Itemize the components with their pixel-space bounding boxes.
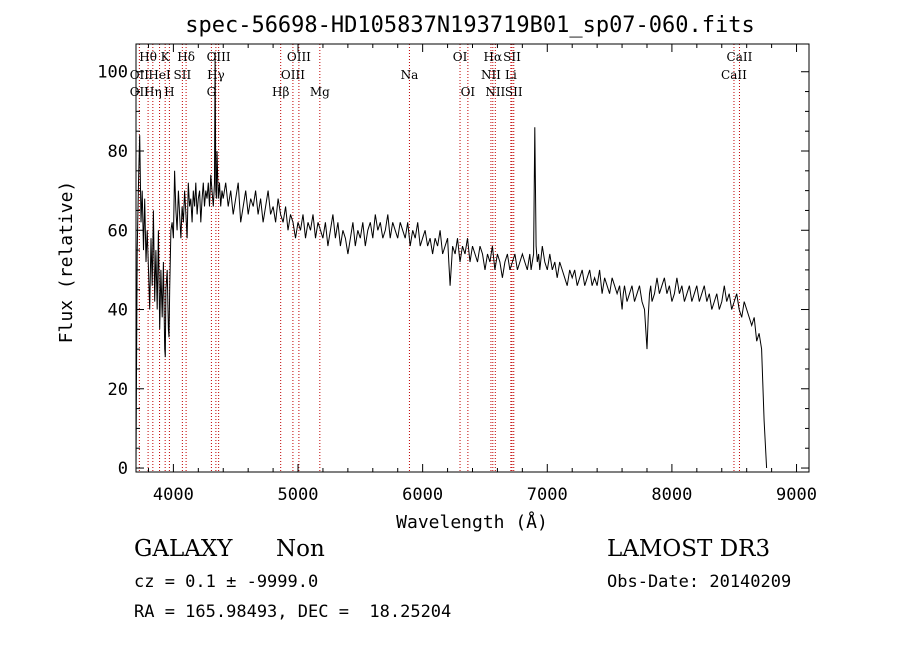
marker-label: HeI xyxy=(148,68,171,82)
x-tick-label: 5000 xyxy=(278,485,319,505)
marker-label: Hα xyxy=(484,50,503,64)
marker-label: Hγ xyxy=(207,68,225,82)
x-tick-label: 7000 xyxy=(527,485,568,505)
marker-label: Mg xyxy=(310,85,330,99)
emission-line-markers xyxy=(138,44,740,472)
marker-label: K xyxy=(161,50,171,64)
object-subclass: Non xyxy=(276,536,325,562)
y-axis-ticks: 0 20 40 60 80 100 xyxy=(97,63,809,479)
y-tick-label: 0 xyxy=(118,459,128,479)
x-tick-label: 8000 xyxy=(651,485,692,505)
x-axis-ticks: 4000 5000 6000 7000 8000 9000 xyxy=(147,44,817,505)
marker-label: H xyxy=(164,85,174,99)
marker-label: SII xyxy=(505,85,523,99)
chart-title: spec-56698-HD105837N193719B01_sp07-060.f… xyxy=(185,13,755,38)
x-tick-label: 6000 xyxy=(402,485,443,505)
marker-label: Hβ xyxy=(272,85,289,99)
y-tick-label: 100 xyxy=(97,63,128,83)
marker-label: Na xyxy=(401,68,419,82)
y-tick-label: 60 xyxy=(108,221,128,241)
coordinates-readout: RA = 165.98493, DEC = 18.25204 xyxy=(134,602,452,622)
marker-label: CaII xyxy=(727,50,753,64)
marker-label: Hη xyxy=(144,85,162,99)
plot-frame xyxy=(135,43,810,473)
marker-label: G xyxy=(207,85,217,99)
marker-label: OIII xyxy=(281,68,305,82)
marker-label: OI xyxy=(461,85,476,99)
marker-label: Hθ xyxy=(139,50,157,64)
redshift-readout: cz = 0.1 ± -9999.0 xyxy=(134,572,319,592)
x-tick-label: 4000 xyxy=(153,485,194,505)
survey-name: LAMOST DR3 xyxy=(607,536,771,562)
marker-label: CaII xyxy=(721,68,747,82)
marker-label: Li xyxy=(505,68,517,82)
marker-label: Hδ xyxy=(177,50,195,64)
y-tick-label: 80 xyxy=(108,142,128,162)
marker-label: OII xyxy=(130,68,150,82)
spectrum-line xyxy=(135,51,768,469)
observation-date: Obs-Date: 20140209 xyxy=(607,572,792,592)
object-class: GALAXY xyxy=(134,536,233,562)
x-tick-label: 9000 xyxy=(776,485,817,505)
marker-label: OIII xyxy=(287,50,311,64)
marker-label: SII xyxy=(503,50,521,64)
marker-label: NII xyxy=(485,85,505,99)
marker-label: SII xyxy=(174,68,192,82)
y-axis-label: Flux (relative) xyxy=(56,181,77,344)
marker-label: OI xyxy=(453,50,468,64)
marker-label: OIII xyxy=(207,50,231,64)
marker-label: NII xyxy=(481,68,501,82)
y-tick-label: 20 xyxy=(108,380,128,400)
x-axis-label: Wavelength (Å) xyxy=(396,511,548,533)
y-tick-label: 40 xyxy=(108,301,128,321)
